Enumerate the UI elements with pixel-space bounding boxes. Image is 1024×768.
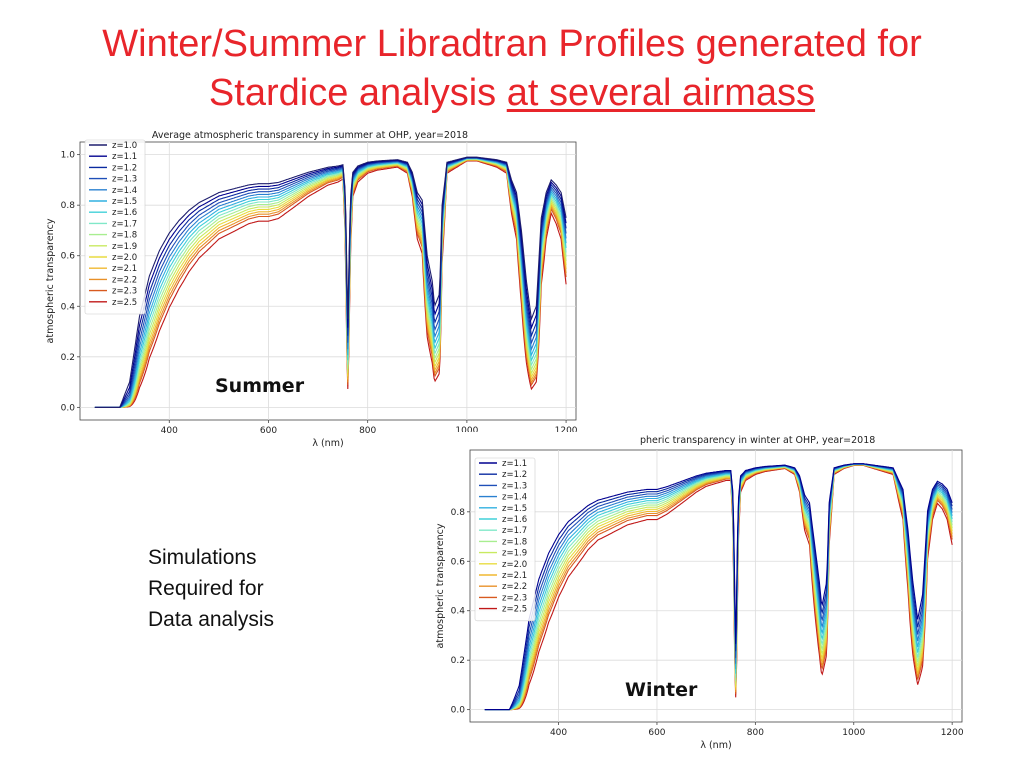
legend-label: z=1.6 xyxy=(502,515,527,525)
legend-label: z=2.3 xyxy=(112,287,137,297)
y-tick-label: 0.2 xyxy=(61,353,75,363)
y-tick-label: 0.0 xyxy=(61,403,76,413)
summer-chart: Average atmospheric transparency in summ… xyxy=(45,130,578,449)
y-tick-label: 0.2 xyxy=(451,656,465,666)
legend-label: z=2.3 xyxy=(502,593,527,603)
season-label: Winter xyxy=(625,679,698,701)
x-tick-label: 600 xyxy=(260,426,277,436)
winter-chart: pheric transparency in winter at OHP, ye… xyxy=(430,432,964,751)
plot-area xyxy=(79,141,577,421)
x-axis-label: λ (nm) xyxy=(700,740,731,751)
series-line-z-2-5 xyxy=(94,160,567,408)
title-line-1: Winter/Summer Libradtran Profiles genera… xyxy=(102,23,922,65)
y-tick-label: 0.6 xyxy=(61,252,76,262)
legend-label: z=2.1 xyxy=(112,264,137,274)
legend-label: z=1.7 xyxy=(502,526,527,536)
x-tick-label: 600 xyxy=(648,728,665,738)
legend-label: z=1.0 xyxy=(112,141,137,151)
legend-label: z=1.7 xyxy=(112,219,137,229)
legend-label: z=1.3 xyxy=(112,175,137,185)
y-tick-label: 0.4 xyxy=(451,607,466,617)
x-tick-label: 400 xyxy=(550,728,567,738)
legend-label: z=1.1 xyxy=(112,152,137,162)
y-axis-label: atmospheric transparency xyxy=(45,218,56,343)
legend-box xyxy=(84,139,146,315)
legend-box xyxy=(474,457,536,622)
legend-label: z=1.2 xyxy=(502,470,527,480)
chart-title: Average atmospheric transparency in summ… xyxy=(152,130,468,141)
y-tick-label: 1.0 xyxy=(61,151,76,161)
legend-label: z=1.1 xyxy=(502,459,527,469)
y-tick-label: 0.4 xyxy=(61,302,76,312)
series-line-z-1-1 xyxy=(484,463,953,711)
series-line-z-1-0 xyxy=(94,156,567,408)
legend-label: z=1.8 xyxy=(112,231,137,241)
y-axis-label: atmospheric transparency xyxy=(435,523,446,648)
season-label: Summer xyxy=(215,375,305,397)
legend-label: z=2.2 xyxy=(112,275,137,285)
legend-label: z=2.5 xyxy=(502,605,527,615)
legend-label: z=2.0 xyxy=(502,560,527,570)
legend-label: z=1.3 xyxy=(502,481,527,491)
legend-label: z=1.6 xyxy=(112,208,137,218)
x-tick-label: 400 xyxy=(161,426,178,436)
side-note: Simulations Required for Data analysis xyxy=(148,542,274,635)
x-tick-label: 1200 xyxy=(941,728,964,738)
legend-label: z=1.9 xyxy=(112,242,137,252)
title-line-2-underlined: at several airmass xyxy=(506,72,816,114)
legend-label: z=1.8 xyxy=(502,537,527,547)
y-tick-label: 0.6 xyxy=(451,557,466,567)
side-note-line-3: Data analysis xyxy=(148,608,275,631)
side-note-line-2: Required for xyxy=(148,577,264,600)
x-tick-label: 1200 xyxy=(555,426,578,436)
y-tick-label: 0.8 xyxy=(451,508,466,518)
y-tick-label: 0.8 xyxy=(61,201,76,211)
x-axis-label: λ (nm) xyxy=(312,438,343,449)
legend-label: z=1.2 xyxy=(112,163,137,173)
side-note-line-1: Simulations xyxy=(148,546,257,569)
legend-label: z=1.5 xyxy=(502,504,527,514)
x-tick-label: 1000 xyxy=(455,426,478,436)
legend-label: z=2.2 xyxy=(502,582,527,592)
slide-title: Winter/Summer Libradtran Profiles genera… xyxy=(0,20,1024,118)
legend-label: z=1.5 xyxy=(112,197,137,207)
title-line-2-plain: Stardice analysis xyxy=(208,72,507,114)
legend-label: z=2.1 xyxy=(502,571,527,581)
legend-label: z=1.4 xyxy=(502,493,527,503)
y-tick-label: 0.0 xyxy=(451,706,466,716)
legend-label: z=2.5 xyxy=(112,298,137,308)
x-tick-label: 800 xyxy=(359,426,376,436)
x-tick-label: 1000 xyxy=(842,728,865,738)
chart-title: pheric transparency in winter at OHP, ye… xyxy=(640,435,875,446)
title-line-2: Stardice analysis at several airmass xyxy=(0,69,1024,118)
legend-label: z=1.9 xyxy=(502,549,527,559)
x-tick-label: 800 xyxy=(747,728,764,738)
legend-label: z=1.4 xyxy=(112,186,137,196)
legend-label: z=2.0 xyxy=(112,253,137,263)
